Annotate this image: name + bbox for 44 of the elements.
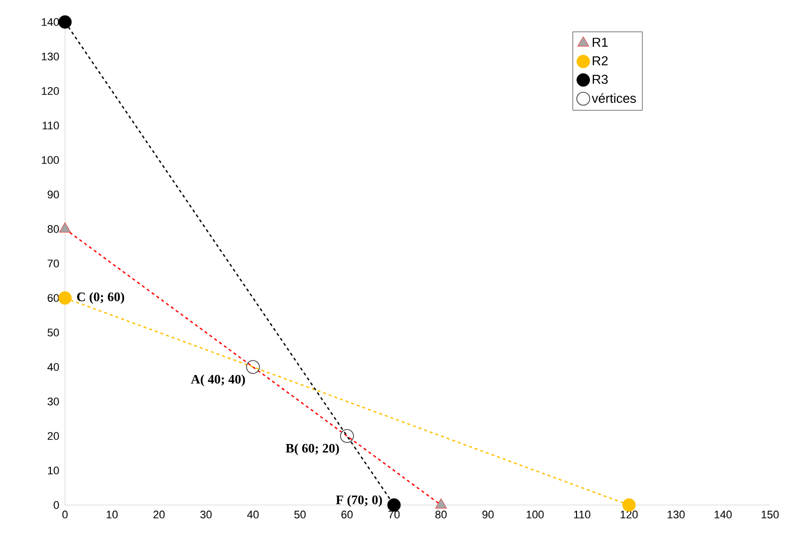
x-tick-label: 0: [62, 510, 68, 518]
x-tick-label: 10: [106, 510, 118, 518]
x-tick-label: 70: [388, 510, 400, 518]
annotation: F (70; 0): [336, 495, 382, 507]
annotation: A( 40; 40): [190, 374, 245, 386]
x-tick-label: 20: [153, 510, 165, 518]
y-tick-label: 30: [48, 398, 59, 406]
annotation: C (0; 60): [77, 292, 124, 304]
x-tick-label: 30: [200, 510, 212, 518]
y-tick-label: 0: [54, 501, 59, 509]
x-tick-label: 120: [620, 510, 638, 518]
point: [58, 15, 72, 29]
y-tick-label: 10: [48, 466, 59, 474]
annotation: B( 60; 20): [286, 444, 339, 456]
y-tick-label: 80: [48, 225, 59, 233]
point: [58, 291, 72, 305]
point: [246, 360, 260, 374]
legend-label: R2: [592, 56, 608, 66]
x-tick-label: 40: [247, 510, 259, 518]
point: [340, 429, 354, 443]
y-tick-label: 60: [48, 294, 59, 302]
x-tick-label: 80: [435, 510, 447, 518]
y-tick-label: 50: [48, 328, 59, 336]
y-tick-label: 120: [42, 87, 59, 95]
x-tick-label: 110: [574, 510, 590, 518]
x-tick-label: 50: [294, 510, 306, 518]
x-tick-label: 60: [341, 510, 353, 518]
x-tick-label: 130: [668, 510, 685, 518]
y-tick-label: 40: [47, 363, 59, 371]
y-tick-label: 100: [42, 156, 59, 164]
legend-label: vértices: [592, 93, 636, 103]
y-tick-label: 110: [42, 122, 59, 130]
legend-label: R3: [592, 74, 608, 84]
y-tick-label: 70: [48, 260, 59, 268]
y-tick-label: 90: [48, 190, 59, 198]
x-tick-label: 100: [526, 510, 544, 518]
y-tick-label: 130: [42, 52, 59, 60]
y-tick-label: 20: [48, 432, 59, 440]
y-tick-label: 140: [42, 18, 59, 26]
legend-label: R1: [592, 38, 608, 47]
x-tick-label: 140: [714, 510, 732, 518]
x-tick-label: 150: [762, 510, 779, 518]
x-tick-label: 90: [482, 510, 494, 518]
point: [387, 498, 401, 512]
